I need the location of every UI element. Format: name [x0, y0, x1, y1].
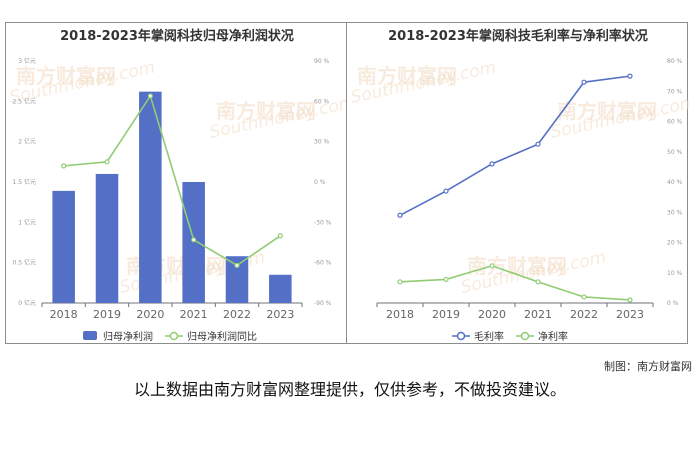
chart-panel-margins: 南方财富网 Southmoney.com 南方财富网 Southmoney.com 南方…	[346, 22, 689, 344]
left-axis-tick: 3 亿元	[18, 57, 36, 65]
yoy-point-2022	[234, 262, 240, 268]
series-1-point-2021	[535, 279, 541, 285]
right-axis-tick: 30 %	[314, 139, 330, 146]
bar-2021	[182, 182, 205, 303]
legend-label-0: 毛利率	[474, 330, 504, 343]
series-1-point-2018	[397, 279, 403, 285]
x-axis-label: 2021	[180, 308, 208, 321]
series-0-point-2022	[581, 79, 587, 85]
yoy-point-2019	[104, 159, 110, 165]
series-1-point-2020	[489, 263, 495, 269]
right-axis-tick: 10 %	[667, 270, 683, 277]
net-profit-chart: 南方财富网Southmoney.com南方财富网Southmoney.com南方…	[8, 28, 348, 343]
left-axis-tick: 2.5 亿元	[13, 97, 36, 105]
series-line-0	[399, 75, 631, 216]
series-0-point-2021	[535, 141, 541, 147]
series-1-point-2022	[581, 294, 587, 300]
right-axis-tick: 40 %	[667, 179, 683, 186]
legend-swatch-dot-1	[520, 331, 530, 341]
left-axis-tick: 0 亿元	[18, 299, 36, 307]
legend-label-0: 归母净利润	[103, 330, 153, 343]
x-axis-label: 2023	[616, 308, 644, 321]
watermark-cn: 南方财富网	[16, 64, 116, 88]
chart-credit: 制图：南方财富网	[604, 360, 692, 373]
legend-swatch-0	[83, 331, 97, 340]
x-axis-label: 2022	[223, 308, 251, 321]
left-axis-tick: 0.5 亿元	[13, 259, 36, 267]
right-axis-tick: -30 %	[314, 219, 332, 226]
chart-title: 2018-2023年掌阅科技归母净利润状况	[60, 28, 294, 44]
series-0-point-2020	[489, 161, 495, 167]
series-line-1	[399, 264, 631, 301]
x-axis-label: 2019	[432, 308, 460, 321]
right-axis-tick: 30 %	[667, 209, 683, 216]
yoy-point-2023	[277, 233, 283, 239]
series-1-point-2023	[627, 297, 633, 303]
right-axis-tick: 90 %	[314, 58, 330, 65]
right-axis-tick: 70 %	[667, 88, 683, 95]
right-axis-tick: -60 %	[314, 260, 332, 267]
left-axis-tick: 2 亿元	[18, 138, 36, 146]
x-axis-label: 2023	[266, 308, 294, 321]
right-axis-tick: 80 %	[667, 58, 683, 65]
chart-panel-net-profit: 南方财富网Southmoney.com南方财富网Southmoney.com南方…	[5, 22, 348, 344]
chart-title: 2018-2023年掌阅科技毛利率与净利率状况	[388, 28, 648, 44]
left-axis-tick: 1.5 亿元	[13, 178, 36, 186]
yoy-point-2021	[191, 237, 197, 243]
x-axis-label: 2020	[136, 308, 164, 321]
right-axis-tick: -90 %	[314, 300, 332, 307]
x-axis-label: 2021	[524, 308, 552, 321]
bar-2020	[139, 91, 162, 303]
right-axis-tick: 50 %	[667, 149, 683, 156]
disclaimer-text: 以上数据由南方财富网整理提供，仅供参考，不做投资建议。	[133, 380, 566, 399]
legend-swatch-dot-0	[456, 331, 466, 341]
watermark-cn: 南方财富网	[557, 99, 657, 123]
right-axis-tick: 60 %	[667, 119, 683, 126]
right-axis-tick: 60 %	[314, 98, 330, 105]
bar-2019	[95, 173, 119, 303]
bar-2023	[269, 274, 292, 303]
x-axis-label: 2022	[570, 308, 598, 321]
legend-label-1: 归母净利润同比	[187, 330, 257, 343]
x-axis-label: 2020	[478, 308, 506, 321]
legend-swatch-dot-1	[169, 331, 179, 341]
legend-label-1: 净利率	[538, 330, 568, 343]
x-axis-label: 2018	[386, 308, 414, 321]
right-axis-tick: 20 %	[667, 240, 683, 247]
right-axis-tick: 0 %	[667, 300, 679, 307]
series-1-point-2019	[443, 276, 449, 283]
series-0-point-2019	[443, 188, 449, 194]
yoy-point-2018	[61, 163, 67, 169]
yoy-point-2020	[147, 93, 153, 99]
margin-chart: 南方财富网Southmoney.com南方财富网Southmoney.com南方…	[349, 28, 689, 343]
x-axis-label: 2018	[50, 308, 78, 321]
yoy-line	[63, 94, 281, 267]
series-0-point-2023	[627, 73, 633, 79]
bar-2018	[52, 190, 75, 303]
x-axis-label: 2019	[93, 308, 121, 321]
watermark-cn: 南方财富网	[357, 64, 457, 88]
right-axis-tick: 0 %	[314, 179, 326, 186]
left-axis-tick: 1 亿元	[18, 218, 36, 226]
bar-2022	[225, 256, 249, 303]
watermark-cn: 南方财富网	[216, 99, 316, 123]
series-0-point-2018	[397, 212, 403, 218]
